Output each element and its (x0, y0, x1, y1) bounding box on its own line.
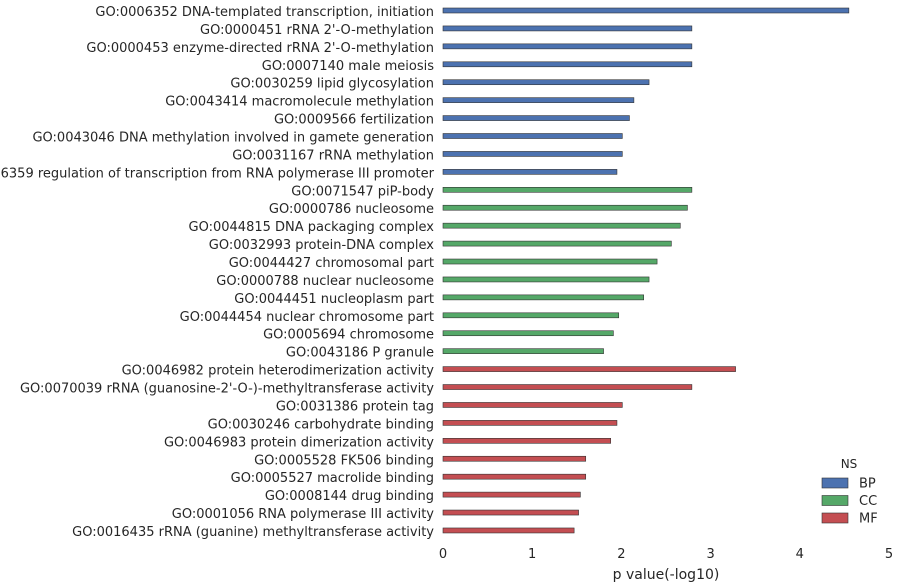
category-label: GO:0009566 fertilization (274, 113, 434, 128)
legend-swatch-mf (821, 512, 849, 524)
category-label: GO:0000788 nuclear nucleosome (216, 274, 434, 289)
category-label: GO:0044454 nuclear chromosome part (180, 310, 434, 325)
bar-mf (442, 384, 693, 390)
bar-cc (442, 187, 693, 193)
category-label: GO:0005527 macrolide binding (231, 471, 434, 486)
bar-mf (442, 491, 581, 498)
bar-cc (442, 204, 688, 211)
bar-bp (442, 115, 630, 121)
bar-cc (442, 240, 672, 247)
x-axis-ticks: 0 1 2 3 4 5 (439, 547, 893, 562)
category-label: GO:0044451 nucleoplasm part (234, 292, 434, 307)
bar-mf (442, 438, 611, 444)
category-label: GO:0046983 protein dimerization activity (164, 435, 434, 450)
category-label: GO:0030259 lipid glycosylation (230, 77, 434, 92)
category-label: GO:0043046 DNA methylation involved in g… (32, 131, 434, 146)
category-labels: GO:0006352 DNA-templated transcription, … (0, 5, 435, 540)
bar-cc (442, 330, 614, 337)
category-label: GO:0000453 enzyme-directed rRNA 2'-O-met… (86, 41, 434, 56)
category-label: GO:0005528 FK506 binding (254, 453, 434, 468)
x-tick-label: 4 (796, 547, 804, 562)
x-tick-label: 2 (617, 547, 625, 562)
category-label: GO:0031386 protein tag (276, 399, 434, 414)
bar-bp (442, 169, 618, 175)
bar-cc (442, 312, 620, 319)
category-label: GO:0044427 chromosomal part (229, 256, 434, 271)
legend-label-cc: CC (859, 494, 877, 509)
category-label: GO:0044815 DNA packaging complex (189, 220, 435, 235)
category-label: GO:0071547 piP-body (291, 184, 434, 199)
bar-mf (442, 366, 736, 372)
x-tick-label: 3 (706, 547, 714, 562)
category-label: GO:0043414 macromolecule methylation (165, 95, 434, 110)
bar-cc (442, 294, 644, 301)
category-label: GO:0043186 P granule (286, 346, 434, 361)
x-axis-title: p value(-log10) (613, 567, 720, 583)
bar-mf (442, 473, 587, 480)
legend-swatch-cc (821, 495, 849, 506)
bar-bp (442, 133, 623, 139)
bar-bp (442, 43, 693, 50)
x-tick-label: 0 (439, 547, 447, 562)
bar-cc (442, 348, 604, 354)
bar-cc (442, 276, 650, 283)
bar-mf (442, 509, 579, 516)
bar-cc (442, 258, 658, 265)
category-label: GO:0000786 nucleosome (269, 202, 434, 217)
category-label: GO:0032993 protein-DNA complex (209, 238, 435, 253)
bar-mf (442, 420, 618, 426)
category-label: GO:0016435 rRNA (guanine) methyltransfer… (72, 525, 434, 540)
category-label: GO:0046982 protein heterodimerization ac… (122, 364, 435, 379)
category-label: GO:0000451 rRNA 2'-O-methylation (200, 23, 434, 38)
legend-title: NS (841, 457, 858, 471)
category-label: GO:0006359 regulation of transcription f… (0, 166, 435, 181)
bar-mf (442, 455, 587, 462)
legend: NS BP CC MF (821, 457, 878, 527)
legend-label-mf: MF (859, 512, 878, 527)
bar-bp (442, 25, 693, 32)
bar-mf (442, 527, 575, 534)
legend-label-bp: BP (859, 477, 876, 492)
category-label: GO:0005694 chromosome (263, 328, 434, 343)
category-label: GO:0006352 DNA-templated transcription, … (95, 5, 434, 20)
x-tick-label: 5 (885, 547, 893, 562)
bar-bp (442, 7, 850, 14)
category-label: GO:0070039 rRNA (guanosine-2'-O-)-methyl… (20, 382, 434, 397)
category-label: GO:0007140 male meiosis (262, 59, 434, 74)
bar-bp (442, 79, 650, 86)
category-label: GO:0030246 carbohydrate binding (208, 417, 434, 432)
bars (442, 7, 850, 534)
bar-bp (442, 151, 623, 157)
bar-cc (442, 222, 681, 229)
category-label: GO:0001056 RNA polymerase III activity (172, 507, 435, 522)
x-tick-label: 1 (528, 547, 536, 562)
category-label: GO:0031167 rRNA methylation (232, 148, 434, 163)
category-label: GO:0008144 drug binding (265, 489, 434, 504)
bar-bp (442, 97, 635, 103)
bar-bp (442, 61, 693, 68)
legend-swatch-bp (821, 477, 849, 489)
bar-mf (442, 402, 623, 408)
